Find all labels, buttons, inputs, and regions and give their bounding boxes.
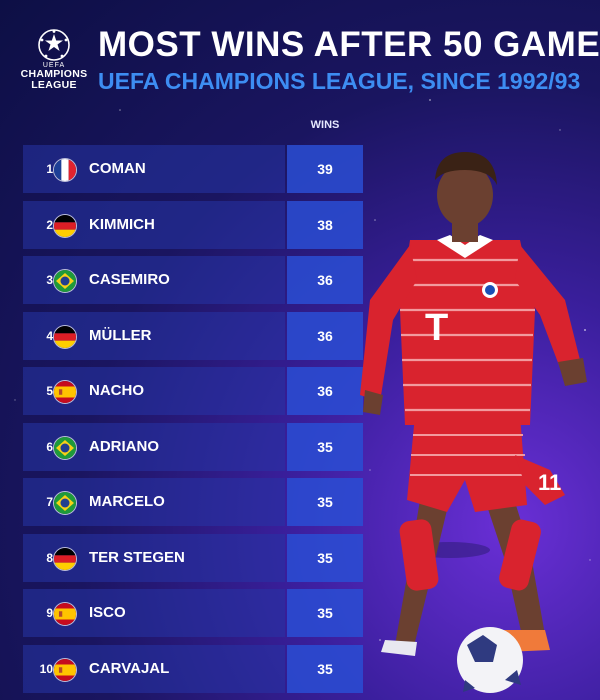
player-cell: 1 COMAN — [23, 145, 285, 193]
wins-value: 35 — [287, 478, 363, 526]
player-name: CARVAJAL — [89, 660, 170, 677]
logo-uefa-text: UEFA — [42, 62, 66, 69]
rank-number: 4 — [46, 329, 53, 343]
wins-value: 35 — [287, 589, 363, 637]
wins-value: 35 — [287, 645, 363, 693]
spain-flag-icon — [53, 380, 77, 404]
svg-text:T: T — [425, 307, 448, 349]
player-cell: 2 KIMMICH — [23, 201, 285, 249]
germany-flag-icon — [53, 325, 77, 349]
player-name: MARCELO — [89, 493, 165, 510]
champions-league-logo: UEFA CHAMPIONS LEAGUE — [14, 28, 94, 91]
table-row: 4 MÜLLER 36 — [23, 312, 363, 360]
player-cell: 7 MARCELO — [23, 478, 285, 526]
brazil-flag-icon — [53, 491, 77, 515]
rank-number: 8 — [46, 551, 53, 565]
player-name: TER STEGEN — [89, 549, 185, 566]
france-flag-icon — [53, 158, 77, 182]
wins-value: 35 — [287, 534, 363, 582]
player-name: NACHO — [89, 382, 144, 399]
table-row: 9 ISCO 35 — [23, 589, 363, 637]
shirt-number: 11 — [538, 470, 561, 495]
player-name: ADRIANO — [89, 438, 159, 455]
player-cell: 9 ISCO — [23, 589, 285, 637]
germany-flag-icon — [53, 547, 77, 571]
player-cell: 4 MÜLLER — [23, 312, 285, 360]
player-name: COMAN — [89, 160, 146, 177]
wins-value: 36 — [287, 312, 363, 360]
rank-number: 1 — [46, 162, 53, 176]
spain-flag-icon — [53, 602, 77, 626]
rank-number: 10 — [39, 662, 53, 676]
germany-flag-icon — [53, 214, 77, 238]
rank-number: 6 — [46, 440, 53, 454]
table-row: 10 CARVAJAL 35 — [23, 645, 363, 693]
player-name: ISCO — [89, 604, 126, 621]
wins-value: 39 — [287, 145, 363, 193]
rank-number: 9 — [46, 606, 53, 620]
rank-number: 2 — [46, 218, 53, 232]
rank-number: 5 — [46, 384, 53, 398]
footballer-in-red-kit-icon: 11 T — [360, 152, 587, 693]
starball-icon — [38, 29, 70, 61]
table-row: 2 KIMMICH 38 — [23, 201, 363, 249]
player-cell: 5 NACHO — [23, 367, 285, 415]
table-row: 8 TER STEGEN 35 — [23, 534, 363, 582]
page-subtitle: UEFA CHAMPIONS LEAGUE, SINCE 1992/93 — [98, 68, 581, 94]
wins-value: 38 — [287, 201, 363, 249]
table-row: 7 MARCELO 35 — [23, 478, 363, 526]
brazil-flag-icon — [53, 269, 77, 293]
spain-flag-icon — [53, 658, 77, 682]
brazil-flag-icon — [53, 436, 77, 460]
rank-number: 3 — [46, 273, 53, 287]
table-row: 5 NACHO 36 — [23, 367, 363, 415]
wins-column-header: WINS — [310, 119, 340, 131]
player-cell: 3 CASEMIRO — [23, 256, 285, 304]
player-name: CASEMIRO — [89, 271, 170, 288]
wins-value: 36 — [287, 256, 363, 304]
table-row: 3 CASEMIRO 36 — [23, 256, 363, 304]
table-row: 6 ADRIANO 35 — [23, 423, 363, 471]
table-row: 1 COMAN 39 — [23, 145, 363, 193]
player-cell: 8 TER STEGEN — [23, 534, 285, 582]
player-name: KIMMICH — [89, 216, 155, 233]
rank-number: 7 — [46, 495, 53, 509]
page-title: MOST WINS AFTER 50 GAMES — [98, 25, 600, 64]
player-name: MÜLLER — [89, 327, 152, 344]
wins-value: 36 — [287, 367, 363, 415]
player-cell: 10 CARVAJAL — [23, 645, 285, 693]
logo-line2: LEAGUE — [31, 79, 77, 91]
wins-value: 35 — [287, 423, 363, 471]
player-cell: 6 ADRIANO — [23, 423, 285, 471]
logo-line1: CHAMPIONS — [20, 68, 88, 80]
